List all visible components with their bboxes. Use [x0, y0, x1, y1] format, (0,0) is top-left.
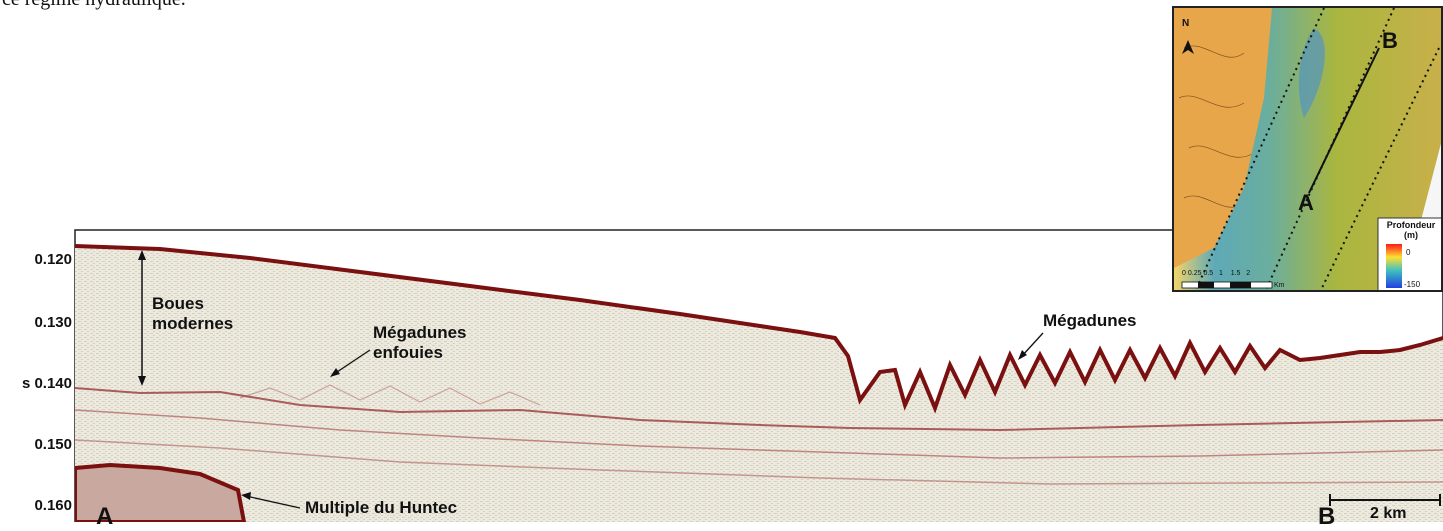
inset-scale-tick-1: 0.25	[1187, 270, 1202, 277]
enfouies-line-2: enfouies	[373, 343, 443, 362]
profile-endpoint-b: B	[1318, 503, 1336, 530]
legend-min: -150	[1404, 280, 1421, 289]
inset-map-graphic	[1174, 8, 1441, 290]
enfouies-arrowhead	[330, 368, 340, 377]
y-tick-0150: 0.150	[34, 436, 72, 453]
legend-title-1: Profondeur	[1386, 220, 1436, 230]
inset-scale-tick-0: 0	[1182, 270, 1186, 277]
bathymetry-area	[1174, 8, 1441, 290]
multiple-arrow	[245, 495, 301, 509]
profile-line-ab	[1308, 47, 1380, 194]
inset-scale-tick-3: 1	[1219, 270, 1223, 277]
seafloor-reflector	[75, 244, 1443, 414]
corridor-line-right	[1319, 47, 1440, 290]
y-tick-0140: 0.140	[34, 375, 72, 392]
boues-arrowhead-bottom	[138, 376, 146, 386]
legend-max: 0	[1406, 248, 1411, 257]
multiple-label: Multiple du Huntec	[305, 498, 458, 517]
caption-fragment: ce régime hydraulique.	[2, 0, 186, 11]
deep-channel	[1298, 28, 1325, 118]
huntec-multiple	[75, 462, 247, 522]
megadunes-label: Mégadunes	[1043, 311, 1137, 330]
boues-line-2: modernes	[152, 314, 234, 333]
y-tick-0140-row: s 0.140	[0, 375, 72, 392]
megadunes-arrowhead	[1018, 350, 1027, 360]
buried-megadunes	[239, 384, 541, 406]
inset-scale-tick-5: 2	[1246, 270, 1251, 277]
reflector-3	[75, 439, 1443, 485]
enfouies-arrow	[333, 349, 371, 375]
enfouies-line-1: Mégadunes	[373, 323, 467, 342]
inset-scale-bar-segment-2	[1230, 282, 1251, 288]
north-label: N	[1182, 18, 1190, 29]
y-tick-0120: 0.120	[34, 251, 72, 268]
land-contours	[1178, 45, 1255, 208]
boues-arrowhead-top	[138, 250, 146, 260]
y-tick-0160: 0.160	[34, 497, 72, 514]
y-axis-unit: s	[21, 375, 31, 392]
north-arrow-icon	[1182, 40, 1194, 54]
inset-scale-ticks: 0 0.25 0.5 1 1.5 2	[1182, 270, 1250, 277]
inset-scale-bar-segment-1	[1198, 282, 1214, 288]
boues-label: Boues modernes	[152, 294, 233, 334]
corridor-line-left	[1194, 8, 1325, 290]
inset-scale-bar	[1181, 281, 1273, 289]
megadunes-arrow	[1021, 332, 1044, 357]
enfouies-label: Mégadunes enfouies	[373, 323, 467, 363]
inset-map: N B A Profondeur (m) 0 -150 0 0.25 0.5 1…	[1172, 6, 1443, 292]
profile-endpoint-a: A	[96, 503, 114, 530]
inset-label-b: B	[1382, 28, 1398, 53]
inset-scale-tick-4: 1.5	[1230, 270, 1241, 277]
inset-scale-unit: Km	[1274, 282, 1285, 289]
reflector-2	[75, 409, 1443, 459]
legend-colorbar	[1386, 244, 1402, 288]
legend-title: Profondeur (m)	[1379, 220, 1441, 240]
scale-bar-label: 2 km	[1370, 505, 1407, 522]
multiple-arrowhead	[241, 492, 251, 500]
legend-title-2: (m)	[1404, 230, 1418, 240]
y-tick-0130: 0.130	[34, 314, 72, 331]
sediment-body	[75, 246, 1443, 522]
inset-label-a: A	[1298, 190, 1314, 215]
buried-reflector	[75, 387, 1443, 432]
boues-line-1: Boues	[152, 294, 204, 313]
inset-scale-tick-2: 0.5	[1203, 270, 1214, 277]
